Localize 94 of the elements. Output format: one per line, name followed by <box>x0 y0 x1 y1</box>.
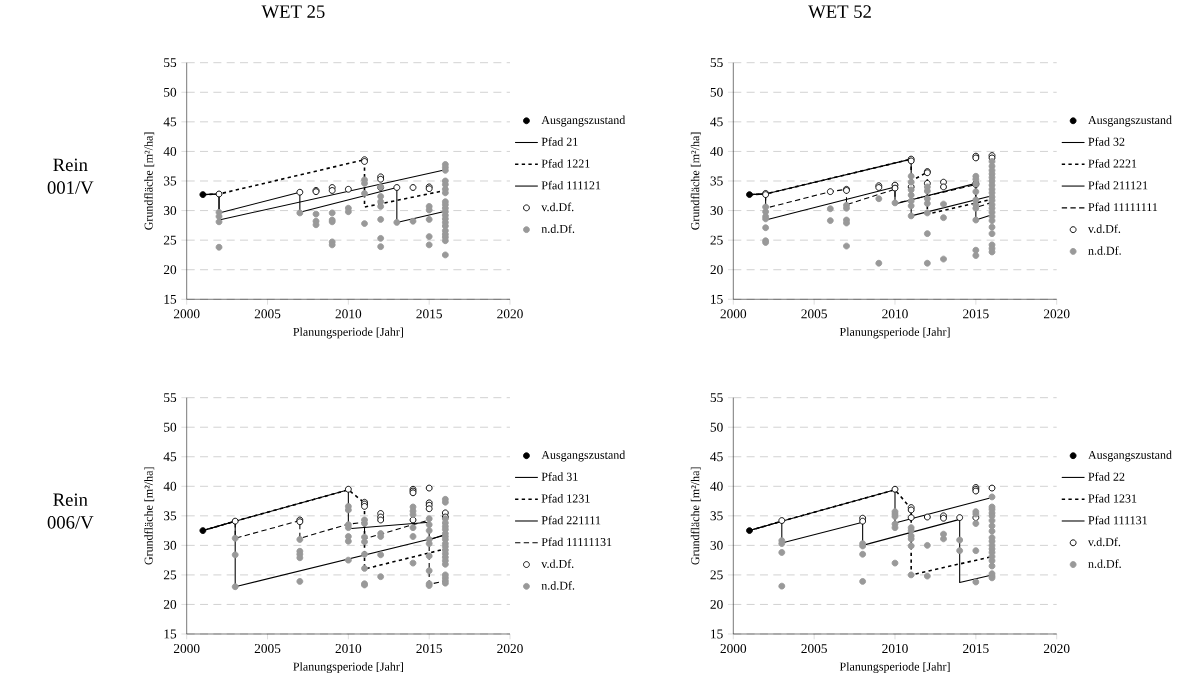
legend-label: Ausgangszustand <box>1088 115 1172 127</box>
y-tick-label: 35 <box>163 511 177 521</box>
x-tick-label: 2000 <box>720 644 747 654</box>
y-axis-title: Grundfläche [m²/ha] <box>144 467 155 565</box>
legend-label: Pfad 32 <box>1088 137 1125 146</box>
legend-label: Ausgangszustand <box>541 115 626 127</box>
x-tick-label: 2005 <box>254 644 281 654</box>
y-tick-label: 35 <box>710 511 723 521</box>
y-tick-label: 25 <box>163 235 177 245</box>
chart-title: WET 25 <box>261 5 325 18</box>
x-tick-label: 2015 <box>416 309 442 319</box>
y-tick-label: 55 <box>710 393 723 403</box>
legend-label: Pfad 1221 <box>541 159 590 168</box>
x-tick-label: 2010 <box>882 309 908 319</box>
x-tick-label: 2005 <box>254 309 281 319</box>
y-tick-label: 45 <box>710 452 723 462</box>
x-axis-title: Planungsperiode [Jahr] <box>293 662 403 674</box>
y-tick-label: 15 <box>164 629 177 639</box>
y-tick-label: 40 <box>163 146 177 156</box>
x-tick-label: 2020 <box>1043 644 1070 654</box>
x-tick-label: 2020 <box>497 309 523 319</box>
x-axis-title: Planungsperiode [Jahr] <box>839 327 950 339</box>
y-tick-label: 30 <box>163 540 177 550</box>
x-tick-label: 2005 <box>801 644 827 654</box>
legend-label: Pfad 22 <box>1088 472 1125 481</box>
legend-label: v.d.Df. <box>1087 537 1121 547</box>
legend-label: Pfad 31 <box>541 472 578 481</box>
y-axis-title: Grundfläche [m²/ha] <box>690 132 701 230</box>
y-tick-label: 20 <box>163 265 177 275</box>
text: Rein 001/V <box>47 158 94 194</box>
y-tick-label: 30 <box>710 206 723 216</box>
x-tick-label: 2020 <box>497 644 523 654</box>
text: Rein 006/V <box>47 493 94 529</box>
y-tick-label: 50 <box>710 422 723 432</box>
legend-label: Pfad 21 <box>541 137 578 146</box>
y-tick-label: 15 <box>711 629 723 639</box>
legend-label: Pfad 111121 <box>541 180 601 190</box>
legend-label: Pfad 1231 <box>541 493 590 503</box>
x-tick-label: 2020 <box>1043 309 1070 319</box>
legend-label: n.d.Df. <box>1088 559 1121 568</box>
y-tick-label: 55 <box>164 58 177 68</box>
y-tick-label: 35 <box>710 176 723 186</box>
y-tick-label: 25 <box>163 570 177 580</box>
x-tick-label: 2015 <box>963 644 989 654</box>
y-tick-label: 15 <box>711 294 723 304</box>
y-tick-label: 20 <box>163 599 177 609</box>
x-tick-label: 2000 <box>720 309 747 319</box>
chart-title: WET 52 <box>808 5 871 18</box>
legend-label: Pfad 111131 <box>1088 515 1147 525</box>
y-tick-label: 40 <box>710 481 723 491</box>
y-tick-label: 20 <box>710 599 723 609</box>
legend-label: Pfad 221111 <box>541 515 601 525</box>
y-tick-label: 45 <box>163 452 177 462</box>
legend-label: Ausgangszustand <box>1088 450 1172 462</box>
x-tick-label: 2000 <box>173 644 200 654</box>
x-tick-label: 2015 <box>416 644 442 654</box>
y-tick-label: 50 <box>164 87 177 97</box>
x-tick-label: 2005 <box>801 309 827 319</box>
legend-label: Pfad 2221 <box>1088 159 1137 168</box>
y-tick-label: 55 <box>164 393 177 403</box>
legend-label: Pfad 211121 <box>1088 180 1148 190</box>
legend-label: Pfad 11111131 <box>541 537 612 547</box>
y-tick-label: 30 <box>163 206 177 216</box>
legend-label: Pfad 11111111 <box>1088 202 1158 212</box>
x-axis-title: Planungsperiode [Jahr] <box>839 662 950 674</box>
y-tick-label: 15 <box>164 294 177 304</box>
y-tick-label: 35 <box>163 176 177 186</box>
y-tick-label: 20 <box>710 265 723 275</box>
legend-label: v.d.Df. <box>1087 224 1121 234</box>
legend-label: Pfad 1231 <box>1088 493 1137 503</box>
y-tick-label: 50 <box>710 87 723 97</box>
legend-label: n.d.Df. <box>1088 246 1121 255</box>
legend-label: v.d.Df. <box>541 559 574 568</box>
legend-label: v.d.Df. <box>541 202 574 212</box>
x-axis-title: Planungsperiode [Jahr] <box>293 327 403 339</box>
x-tick-label: 2010 <box>882 644 908 654</box>
y-tick-label: 25 <box>710 570 723 580</box>
y-tick-label: 50 <box>164 422 177 432</box>
x-tick-label: 2010 <box>335 309 362 319</box>
legend-label: n.d.Df. <box>541 224 575 234</box>
y-tick-label: 25 <box>710 235 723 245</box>
y-tick-label: 30 <box>710 540 723 550</box>
legend-label: Ausgangszustand <box>541 450 626 462</box>
x-tick-label: 2015 <box>963 309 989 319</box>
y-tick-label: 40 <box>163 481 177 491</box>
y-axis-title: Grundfläche [m²/ha] <box>144 132 155 230</box>
legend-label: n.d.Df. <box>541 581 575 590</box>
y-axis-title: Grundfläche [m²/ha] <box>690 467 701 565</box>
y-tick-label: 45 <box>710 117 723 127</box>
y-tick-label: 45 <box>163 117 177 127</box>
y-tick-label: 40 <box>710 146 723 156</box>
y-tick-label: 55 <box>710 58 723 68</box>
x-tick-label: 2010 <box>335 644 362 654</box>
x-tick-label: 2000 <box>173 309 200 319</box>
